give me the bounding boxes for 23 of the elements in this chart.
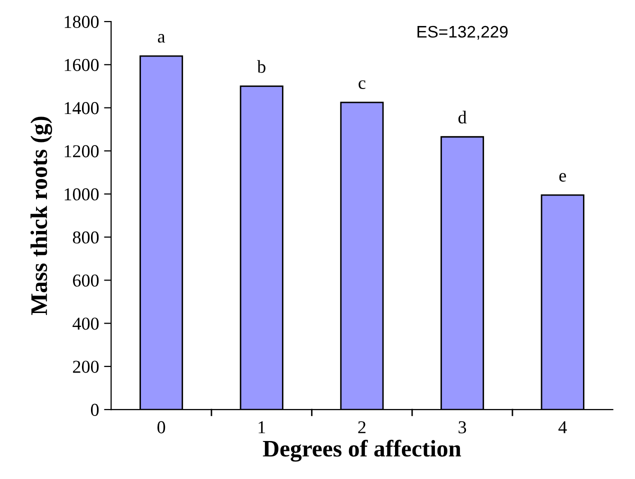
y-tick-label: 1400 xyxy=(64,102,99,114)
y-tick-label: 1600 xyxy=(64,58,99,72)
y-tick-label: 1800 xyxy=(64,16,99,28)
y-tick-label: 1200 xyxy=(64,145,99,158)
y-tick-label: 400 xyxy=(72,318,99,330)
y-tick-label: 800 xyxy=(72,231,99,244)
y-tick-label: 0 xyxy=(90,404,99,416)
x-axis-title: Degrees of affection xyxy=(262,440,462,462)
annotation: ES=132,229 xyxy=(418,26,508,40)
y-tick-label: 200 xyxy=(73,360,99,373)
x-tick-label: 0 xyxy=(157,421,166,434)
y-axis-title: Mass thick roots (g) xyxy=(30,116,52,315)
x-tick-label: 1 xyxy=(258,421,266,434)
annotation: c xyxy=(358,80,366,90)
y-tick-label: 600 xyxy=(73,274,99,287)
annotation: e xyxy=(559,173,566,182)
x-tick-label: 4 xyxy=(558,421,567,434)
x-tick-label: 3 xyxy=(458,421,466,434)
annotation: b xyxy=(257,60,266,73)
x-tick-label: 2 xyxy=(358,421,366,434)
annotation: a xyxy=(158,34,166,43)
y-tick-label: 1000 xyxy=(64,188,99,200)
annotation: d xyxy=(458,110,467,124)
